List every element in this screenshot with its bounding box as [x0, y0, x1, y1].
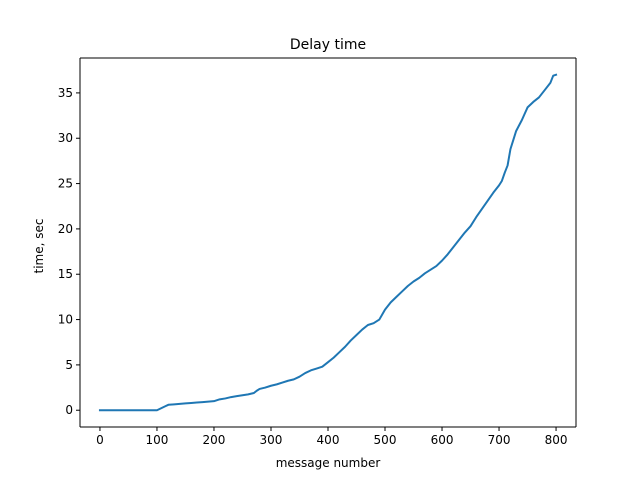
y-tick-label: 35	[58, 86, 73, 100]
x-tick-label: 800	[545, 433, 568, 447]
x-tick-label: 100	[146, 433, 169, 447]
x-tick-label: 400	[317, 433, 340, 447]
chart-title: Delay time	[290, 37, 366, 53]
x-tick-label: 0	[96, 433, 104, 447]
y-tick-label: 10	[58, 313, 73, 327]
y-tick-label: 5	[65, 358, 73, 372]
x-tick-label: 300	[260, 433, 283, 447]
y-tick-label: 15	[58, 267, 73, 281]
y-axis-label: time, sec	[32, 219, 46, 274]
x-tick-label: 600	[431, 433, 454, 447]
plot-area: 0 100 200 300 400 500 600 700 800 0 5 10 15 20 25 30 35	[58, 57, 577, 447]
x-tick-label: 200	[203, 433, 226, 447]
series-line-0	[98, 73, 558, 412]
x-tick-label: 500	[374, 433, 397, 447]
y-tick-label: 30	[58, 131, 73, 145]
x-axis-label: message number	[276, 456, 381, 470]
y-tick-label: 0	[65, 403, 73, 417]
x-tick-label: 700	[488, 433, 511, 447]
y-tick-label: 20	[58, 222, 73, 236]
y-tick-label: 25	[58, 177, 73, 191]
